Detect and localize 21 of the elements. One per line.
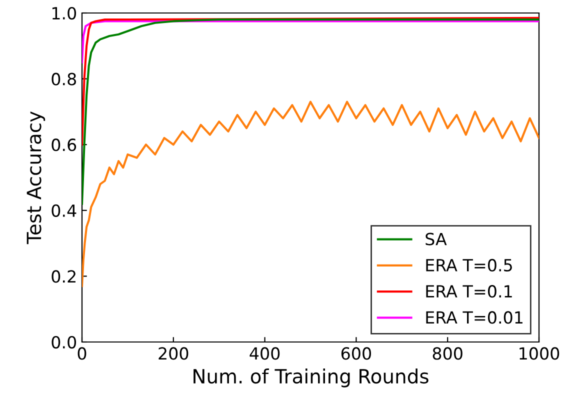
x-tick-label: 200 (158, 347, 188, 360)
legend-label: ERA T=0.01 (426, 311, 522, 324)
y-tick-label: 1.0 (52, 6, 76, 20)
x-tick-label: 800 (432, 347, 462, 360)
x-tick-label: 600 (341, 347, 371, 360)
y-tick-label: 0.0 (52, 336, 76, 349)
line-series (82, 20, 539, 64)
x-tick-label: 400 (250, 347, 280, 360)
line-series (82, 16, 539, 146)
y-tick-label: 0.8 (52, 72, 76, 86)
legend-label: ERA T=0.1 (426, 285, 512, 298)
legend-label: ERA T=0.5 (426, 258, 512, 272)
x-tick-label: 0 (78, 347, 86, 360)
y-tick-label: 0.6 (52, 138, 76, 152)
x-axis-title: Num. of Training Rounds (194, 368, 428, 388)
x-tick-label: 1000 (520, 347, 560, 360)
y-tick-label: 0.2 (52, 270, 76, 283)
y-tick-label: 0.4 (52, 204, 76, 217)
line-series (82, 18, 539, 205)
legend-label: SA (426, 232, 447, 246)
y-axis-title: Test Accuracy (26, 111, 46, 244)
